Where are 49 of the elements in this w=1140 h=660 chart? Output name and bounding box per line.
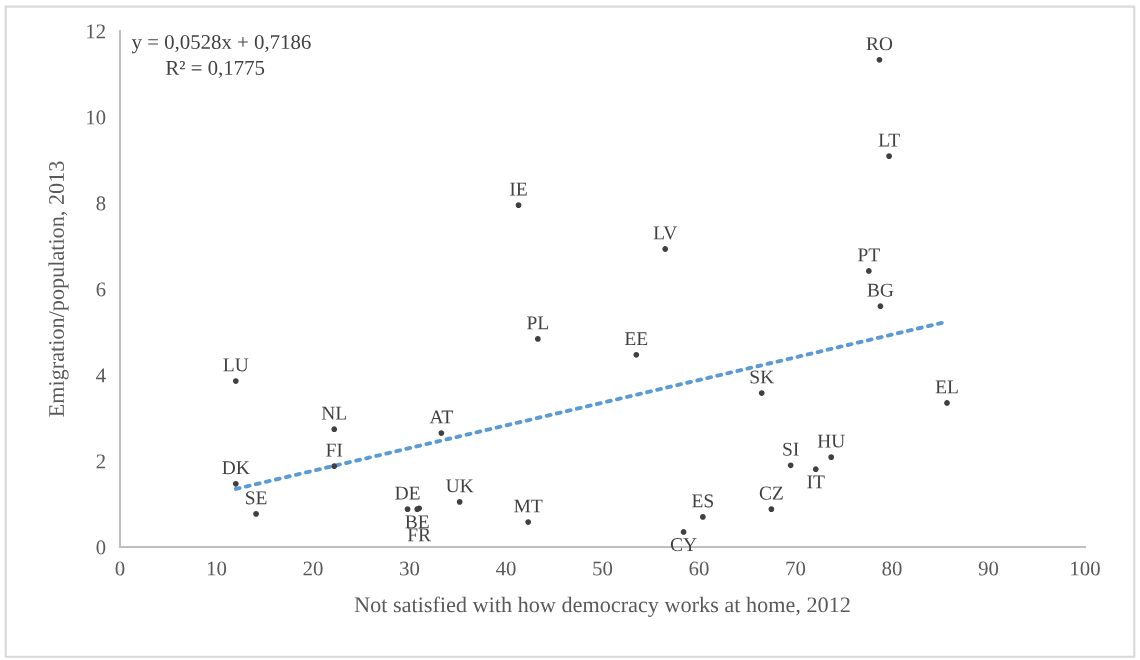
data-label: UK bbox=[446, 479, 474, 493]
x-tick-label: 60 bbox=[689, 561, 709, 576]
y-tick-label: 4 bbox=[96, 368, 106, 383]
x-tick-label: 90 bbox=[978, 561, 999, 576]
x-tick-label: 40 bbox=[495, 561, 516, 576]
y-tick-label: 2 bbox=[96, 454, 105, 469]
y-tick-label: 8 bbox=[96, 196, 106, 211]
x-tick-label: 80 bbox=[882, 561, 902, 576]
x-tick-label: 70 bbox=[786, 561, 806, 576]
data-label: SI bbox=[783, 442, 799, 456]
x-tick-label: 50 bbox=[593, 561, 613, 576]
data-label: EL bbox=[935, 380, 958, 394]
data-label: AT bbox=[429, 410, 453, 424]
data-label: FI bbox=[326, 443, 343, 457]
annotation: R² = 0,1775 bbox=[165, 60, 265, 78]
data-label: EE bbox=[624, 332, 648, 346]
x-axis-title: Not satisfied with how democracy works at home, 2012 bbox=[354, 596, 850, 617]
data-label: RO bbox=[866, 37, 893, 51]
data-label: NL bbox=[321, 406, 347, 420]
x-tick-label: 100 bbox=[1071, 561, 1100, 576]
data-label: BE bbox=[405, 515, 429, 529]
annotation: y = 0,0528x + 0,7186 bbox=[131, 35, 311, 54]
data-label: BG bbox=[867, 283, 894, 297]
data-label: CZ bbox=[759, 486, 783, 500]
y-tick-label: 6 bbox=[96, 282, 106, 297]
data-label: IT bbox=[807, 475, 825, 489]
data-label: DK bbox=[222, 461, 250, 475]
data-label: CY bbox=[670, 538, 697, 552]
data-label: LU bbox=[223, 358, 249, 372]
data-label: MT bbox=[514, 499, 543, 513]
data-label: PT bbox=[858, 248, 880, 262]
x-tick-label: 0 bbox=[115, 561, 125, 576]
y-axis-title: Emigration/population, 2013 bbox=[48, 161, 69, 417]
y-tick-label: 10 bbox=[87, 110, 106, 125]
data-label: ES bbox=[692, 494, 713, 508]
data-label: LV bbox=[653, 226, 678, 240]
data-label: HU bbox=[817, 434, 845, 448]
data-label: IE bbox=[510, 182, 527, 196]
x-tick-label: 30 bbox=[400, 561, 420, 576]
y-tick-label: 12 bbox=[87, 24, 105, 39]
x-tick-label: 20 bbox=[303, 561, 323, 576]
data-label: PL bbox=[527, 316, 549, 330]
data-label: SK bbox=[750, 370, 774, 384]
data-label: FR bbox=[407, 528, 432, 542]
y-tick-label: 0 bbox=[96, 540, 106, 555]
data-label: LT bbox=[878, 133, 900, 147]
x-tick-label: 10 bbox=[207, 561, 227, 576]
data-label: SE bbox=[246, 491, 267, 505]
data-label: DE bbox=[395, 486, 420, 500]
